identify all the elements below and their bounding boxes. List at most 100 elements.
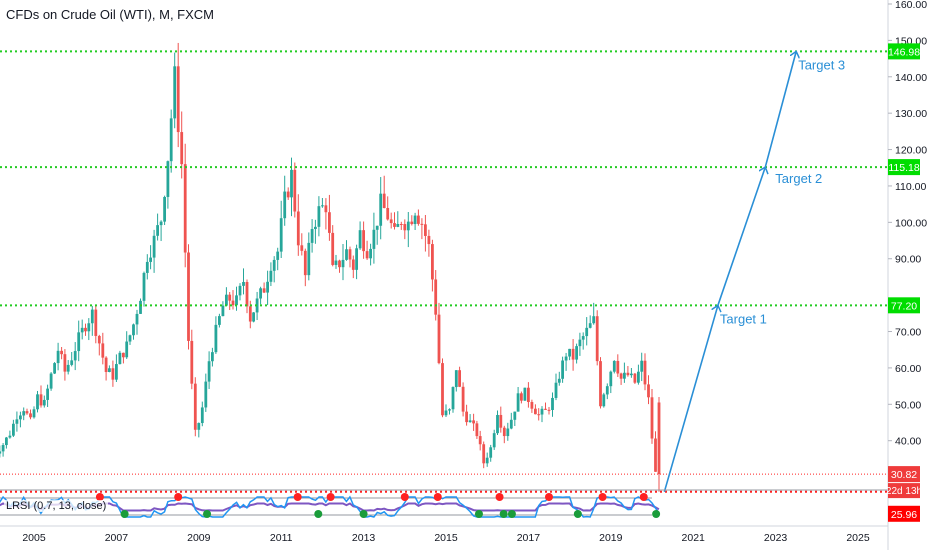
candle bbox=[159, 220, 163, 242]
candle bbox=[403, 219, 407, 240]
candle bbox=[324, 198, 328, 230]
price-axis[interactable]: 40.00 50.00 60.00 70.00 90.00 100.00 110.00 120… bbox=[888, 0, 927, 524]
candle bbox=[317, 196, 321, 237]
candle bbox=[97, 334, 101, 356]
candle bbox=[358, 221, 362, 250]
level-price-badge: 115.18 bbox=[888, 159, 920, 176]
price-tick-label: 160.00 bbox=[895, 0, 927, 11]
candle bbox=[42, 395, 46, 408]
candle bbox=[527, 382, 530, 408]
candle bbox=[406, 212, 410, 248]
horizontal-levels bbox=[0, 50, 888, 493]
candle bbox=[286, 187, 290, 200]
price-pane[interactable] bbox=[0, 0, 888, 490]
candle bbox=[39, 385, 43, 408]
candle bbox=[640, 352, 644, 382]
candle bbox=[36, 390, 39, 413]
lrsi-sell-marker bbox=[293, 493, 302, 501]
candle bbox=[420, 218, 424, 240]
candle bbox=[118, 350, 122, 365]
candle bbox=[513, 411, 517, 427]
candle bbox=[365, 240, 369, 260]
candle bbox=[66, 360, 70, 375]
time-tick-label: 2021 bbox=[682, 532, 706, 544]
candle bbox=[448, 408, 451, 415]
candle bbox=[544, 402, 547, 411]
level-price-label: 146.98 bbox=[888, 46, 920, 58]
time-tick-label: 2009 bbox=[187, 532, 211, 544]
candle bbox=[647, 375, 650, 405]
candle bbox=[22, 407, 26, 421]
time-axis[interactable]: 2005 2007 2009 2011 2013 2015 2017 2019 2021 2023… bbox=[22, 532, 870, 544]
candle bbox=[49, 372, 53, 391]
candle bbox=[396, 211, 400, 228]
lrsi-buy-marker bbox=[573, 510, 582, 518]
target-arrow[interactable] bbox=[764, 51, 796, 168]
candle bbox=[272, 256, 276, 283]
indicator-label[interactable]: LRSI (0.7, 13, close) bbox=[4, 500, 109, 512]
candle bbox=[502, 425, 506, 444]
target-arrow[interactable] bbox=[717, 167, 765, 306]
candle bbox=[506, 422, 510, 441]
lrsi-sell-marker bbox=[400, 493, 409, 501]
price-badges: 146.98 115.18 77.20 25.96 30.82 22d 13h bbox=[886, 43, 922, 522]
candle bbox=[200, 401, 204, 427]
candle bbox=[128, 334, 132, 345]
candle bbox=[12, 419, 15, 437]
candle bbox=[341, 243, 345, 281]
candle bbox=[612, 360, 616, 374]
candle bbox=[204, 373, 208, 412]
candle bbox=[73, 342, 77, 371]
candle bbox=[156, 213, 159, 241]
target-projection: Target 1 Target 2 Target 3 bbox=[663, 51, 845, 493]
lrsi-sell-marker bbox=[495, 493, 504, 501]
candle bbox=[104, 356, 108, 381]
candle bbox=[643, 353, 647, 391]
candle bbox=[283, 175, 287, 226]
lrsi-sell-marker bbox=[545, 493, 553, 501]
candle bbox=[451, 386, 455, 413]
candle bbox=[135, 309, 139, 335]
candle bbox=[313, 219, 317, 244]
price-tick-label: 50.00 bbox=[895, 399, 921, 411]
candles-layer bbox=[0, 42, 661, 492]
candle bbox=[262, 282, 266, 294]
countdown-label: 22d 13h bbox=[886, 486, 922, 497]
time-tick-label: 2013 bbox=[352, 532, 376, 544]
candle bbox=[355, 244, 358, 280]
candle bbox=[441, 358, 444, 418]
candle bbox=[60, 347, 64, 360]
candle bbox=[496, 410, 499, 435]
candle bbox=[94, 304, 98, 344]
lrsi-sell-marker bbox=[598, 493, 607, 501]
level-price-label: 25.96 bbox=[891, 509, 917, 521]
lrsi-buy-marker bbox=[359, 510, 368, 518]
candle bbox=[571, 339, 575, 371]
candle bbox=[32, 406, 36, 419]
price-tick-label: 110.00 bbox=[895, 181, 926, 193]
candle bbox=[523, 387, 527, 401]
candle bbox=[393, 212, 396, 230]
level-price-badge: 77.20 bbox=[888, 297, 920, 314]
candle bbox=[125, 331, 129, 359]
candle bbox=[609, 370, 613, 394]
target-label: Target 3 bbox=[798, 57, 845, 72]
price-tick-label: 60.00 bbox=[895, 363, 921, 375]
candle bbox=[427, 229, 431, 257]
candle bbox=[245, 279, 249, 314]
candle bbox=[595, 310, 599, 366]
candle bbox=[605, 383, 609, 400]
candle bbox=[534, 404, 537, 415]
candle bbox=[489, 444, 493, 462]
candle bbox=[80, 319, 84, 340]
candle bbox=[29, 409, 32, 420]
target-label: Target 1 bbox=[720, 311, 767, 326]
target-arrow[interactable] bbox=[663, 305, 718, 493]
lrsi-sell-marker bbox=[433, 493, 442, 501]
candle bbox=[389, 212, 393, 229]
price-tick-label: 130.00 bbox=[895, 108, 927, 120]
candle bbox=[348, 246, 352, 268]
candle bbox=[537, 408, 541, 421]
lrsi-buy-marker bbox=[203, 510, 212, 518]
